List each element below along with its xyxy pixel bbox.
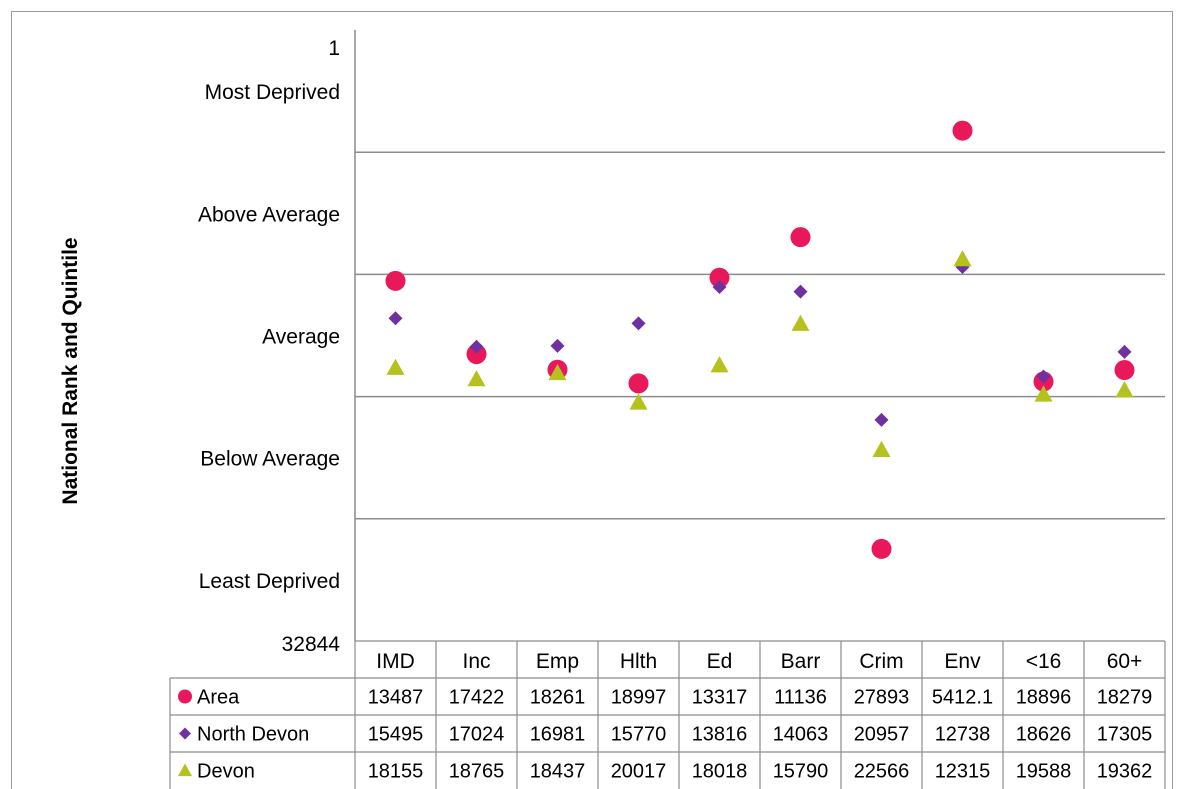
table-cell: 18018 <box>692 761 748 783</box>
quintile-labels: Most Deprived Above Average Average Below A… <box>198 81 340 593</box>
table-cell: 5412.1 <box>932 687 993 709</box>
category-label: IMD <box>376 650 415 673</box>
table-cell: 22566 <box>854 761 910 783</box>
quintile-label: Below Average <box>200 448 340 471</box>
data-point-area <box>871 538 892 559</box>
gridlines <box>355 151 1165 520</box>
category-label: Ed <box>707 650 733 673</box>
table-cell: 18155 <box>368 761 424 783</box>
data-point-devon <box>386 358 405 375</box>
data-point-area <box>709 267 730 288</box>
table-cell: 13816 <box>692 724 748 746</box>
quintile-label: Least Deprived <box>199 570 340 593</box>
series-name: Area <box>197 687 240 709</box>
quintile-label: Above Average <box>198 203 340 226</box>
table-cell: 27893 <box>854 687 910 709</box>
category-label: <16 <box>1026 650 1062 673</box>
data-point-north-devon <box>712 280 727 295</box>
data-table: IMD Inc Emp Hlth Ed Barr Crim Env <16 60+ Area 1348… <box>169 640 1166 789</box>
table-cell: 15495 <box>368 724 424 746</box>
data-point-area <box>385 270 406 291</box>
data-point-devon <box>548 363 567 381</box>
table-cell: 12315 <box>935 761 991 783</box>
series-name: Devon <box>197 761 255 783</box>
data-point-area <box>466 344 487 365</box>
data-point-devon <box>872 440 891 457</box>
chart-frame <box>11 11 1173 789</box>
data-point-north-devon <box>550 338 565 353</box>
y-axis-title: National Rank and Quintile <box>59 237 82 504</box>
table-cell: 18626 <box>1016 724 1072 746</box>
y-top-label: 1 <box>328 37 340 60</box>
table-cell: 20957 <box>854 724 910 746</box>
series-name: North Devon <box>197 724 309 746</box>
table-cell: 11136 <box>774 687 827 709</box>
table-cell: 14063 <box>773 724 829 746</box>
data-point-devon <box>710 356 729 373</box>
table-cell: 17305 <box>1097 724 1153 746</box>
data-markers <box>385 120 1135 559</box>
data-point-devon <box>467 370 486 387</box>
data-point-north-devon <box>469 339 484 354</box>
legend-key-devon <box>178 763 192 777</box>
table-cell: 19362 <box>1097 761 1153 783</box>
category-label: 60+ <box>1107 650 1143 673</box>
data-point-north-devon <box>631 316 646 331</box>
data-point-devon <box>791 314 810 331</box>
category-label: Crim <box>859 650 903 673</box>
table-cell: 13487 <box>368 687 424 709</box>
table-cell: 15790 <box>773 761 829 783</box>
table-cell: 13317 <box>692 687 748 709</box>
y-bottom-label: 32844 <box>282 633 341 656</box>
table-cell: 17024 <box>449 724 505 746</box>
category-label: Env <box>944 650 981 673</box>
data-point-north-devon <box>874 412 889 427</box>
table-cell: 18896 <box>1016 687 1072 709</box>
quintile-label: Average <box>262 326 340 349</box>
category-label: Barr <box>781 650 821 673</box>
data-point-devon <box>629 393 648 410</box>
data-point-north-devon <box>793 284 808 299</box>
table-cell: 12738 <box>935 724 991 746</box>
category-label: Inc <box>462 650 490 673</box>
legend-key-area <box>178 689 192 704</box>
table-cell: 18437 <box>530 761 586 783</box>
table-cell: 18261 <box>530 687 586 709</box>
data-point-north-devon <box>388 311 403 326</box>
category-label: Hlth <box>620 650 657 673</box>
data-point-area <box>790 227 811 248</box>
data-point-area <box>1114 360 1135 381</box>
table-cell: 16981 <box>530 724 586 746</box>
table-cell: 18765 <box>449 761 505 783</box>
legend-key-north-devon <box>179 727 191 740</box>
data-point-devon <box>1115 381 1134 398</box>
data-point-area <box>628 373 649 394</box>
table-cell: 18997 <box>611 687 667 709</box>
data-point-north-devon <box>1036 369 1051 384</box>
table-cell: 19588 <box>1016 761 1072 783</box>
data-point-devon <box>1034 385 1053 402</box>
data-point-area <box>952 120 973 141</box>
table-cell: 20017 <box>611 761 667 783</box>
table-cell: 18279 <box>1097 687 1153 709</box>
data-point-north-devon <box>1117 344 1132 359</box>
table-cell: 17422 <box>449 687 505 709</box>
data-point-devon <box>953 250 972 267</box>
table-cell: 15770 <box>611 724 667 746</box>
axes: 1 32844 National Rank and Quintile <box>59 30 356 656</box>
category-label: Emp <box>536 650 579 673</box>
quintile-label: Most Deprived <box>205 81 340 104</box>
